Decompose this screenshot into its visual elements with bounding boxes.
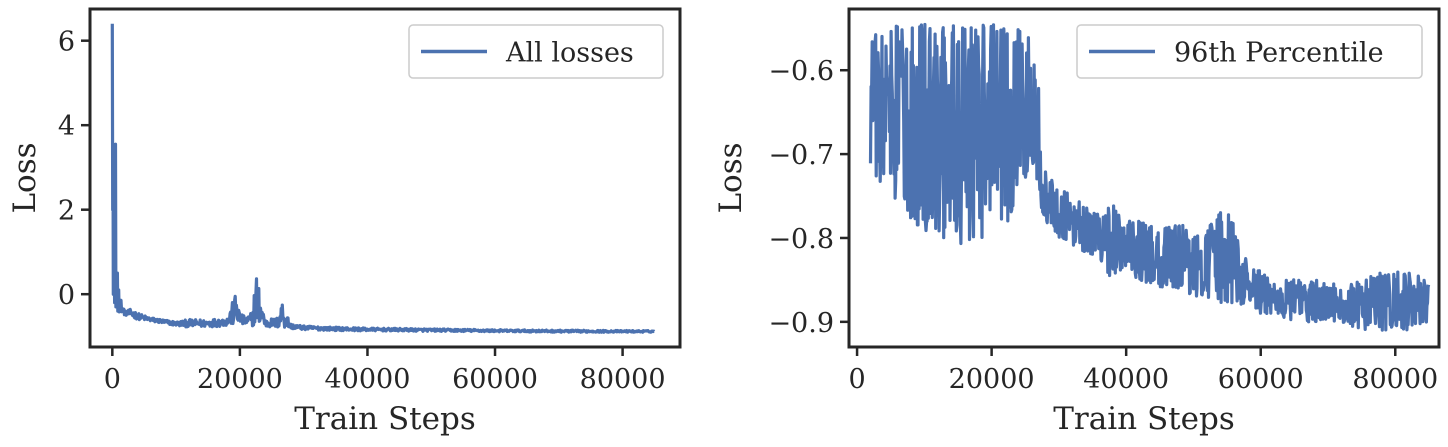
legend-box — [408, 24, 664, 79]
y-axis-title: Loss — [7, 142, 43, 213]
y-tick-label: 0 — [58, 280, 75, 311]
y-tick-label: −0.8 — [768, 224, 834, 255]
axes-frame — [847, 7, 1441, 349]
y-tick-label: −0.6 — [768, 56, 834, 87]
legend-label: All losses — [505, 38, 634, 69]
y-tick-label: −0.7 — [768, 140, 834, 171]
x-axis-title: Train Steps — [294, 401, 476, 437]
series-line-96th-percentile — [868, 22, 1431, 332]
y-tick-label: 4 — [58, 111, 75, 142]
y-tick-label: 2 — [58, 196, 75, 227]
x-tick-label: 60000 — [452, 364, 538, 395]
legend: 96th Percentile — [1076, 24, 1423, 79]
series-line-all-losses — [110, 23, 656, 334]
x-tick-label: 20000 — [949, 364, 1035, 395]
y-axis-title: Loss — [713, 142, 749, 213]
x-tick-label: 40000 — [1083, 364, 1169, 395]
x-tick-label: 0 — [104, 364, 121, 395]
x-tick-label: 0 — [848, 364, 865, 395]
x-tick-label: 80000 — [580, 364, 666, 395]
x-tick-label: 40000 — [325, 364, 411, 395]
loss-chart-96th-percentile: 0 20000 40000 60000 80000 −0.9 −0.8 −0.7 −0.6 Tra… — [713, 7, 1441, 437]
x-tick-label: 60000 — [1218, 364, 1304, 395]
plot-area — [868, 22, 1431, 332]
x-tick-label: 80000 — [1352, 364, 1438, 395]
legend: All losses — [408, 24, 664, 79]
legend-label: 96th Percentile — [1174, 38, 1384, 69]
axes-frame — [88, 7, 682, 349]
loss-chart-all-losses: 0 20000 40000 60000 80000 0 2 4 6 Train Steps Loss… — [7, 7, 682, 437]
y-tick-label: 6 — [58, 27, 75, 58]
x-tick-label: 20000 — [197, 364, 283, 395]
y-tick-label: −0.9 — [768, 308, 834, 339]
plot-area — [110, 23, 656, 334]
legend-box — [1076, 24, 1423, 79]
x-axis-title: Train Steps — [1053, 401, 1235, 437]
